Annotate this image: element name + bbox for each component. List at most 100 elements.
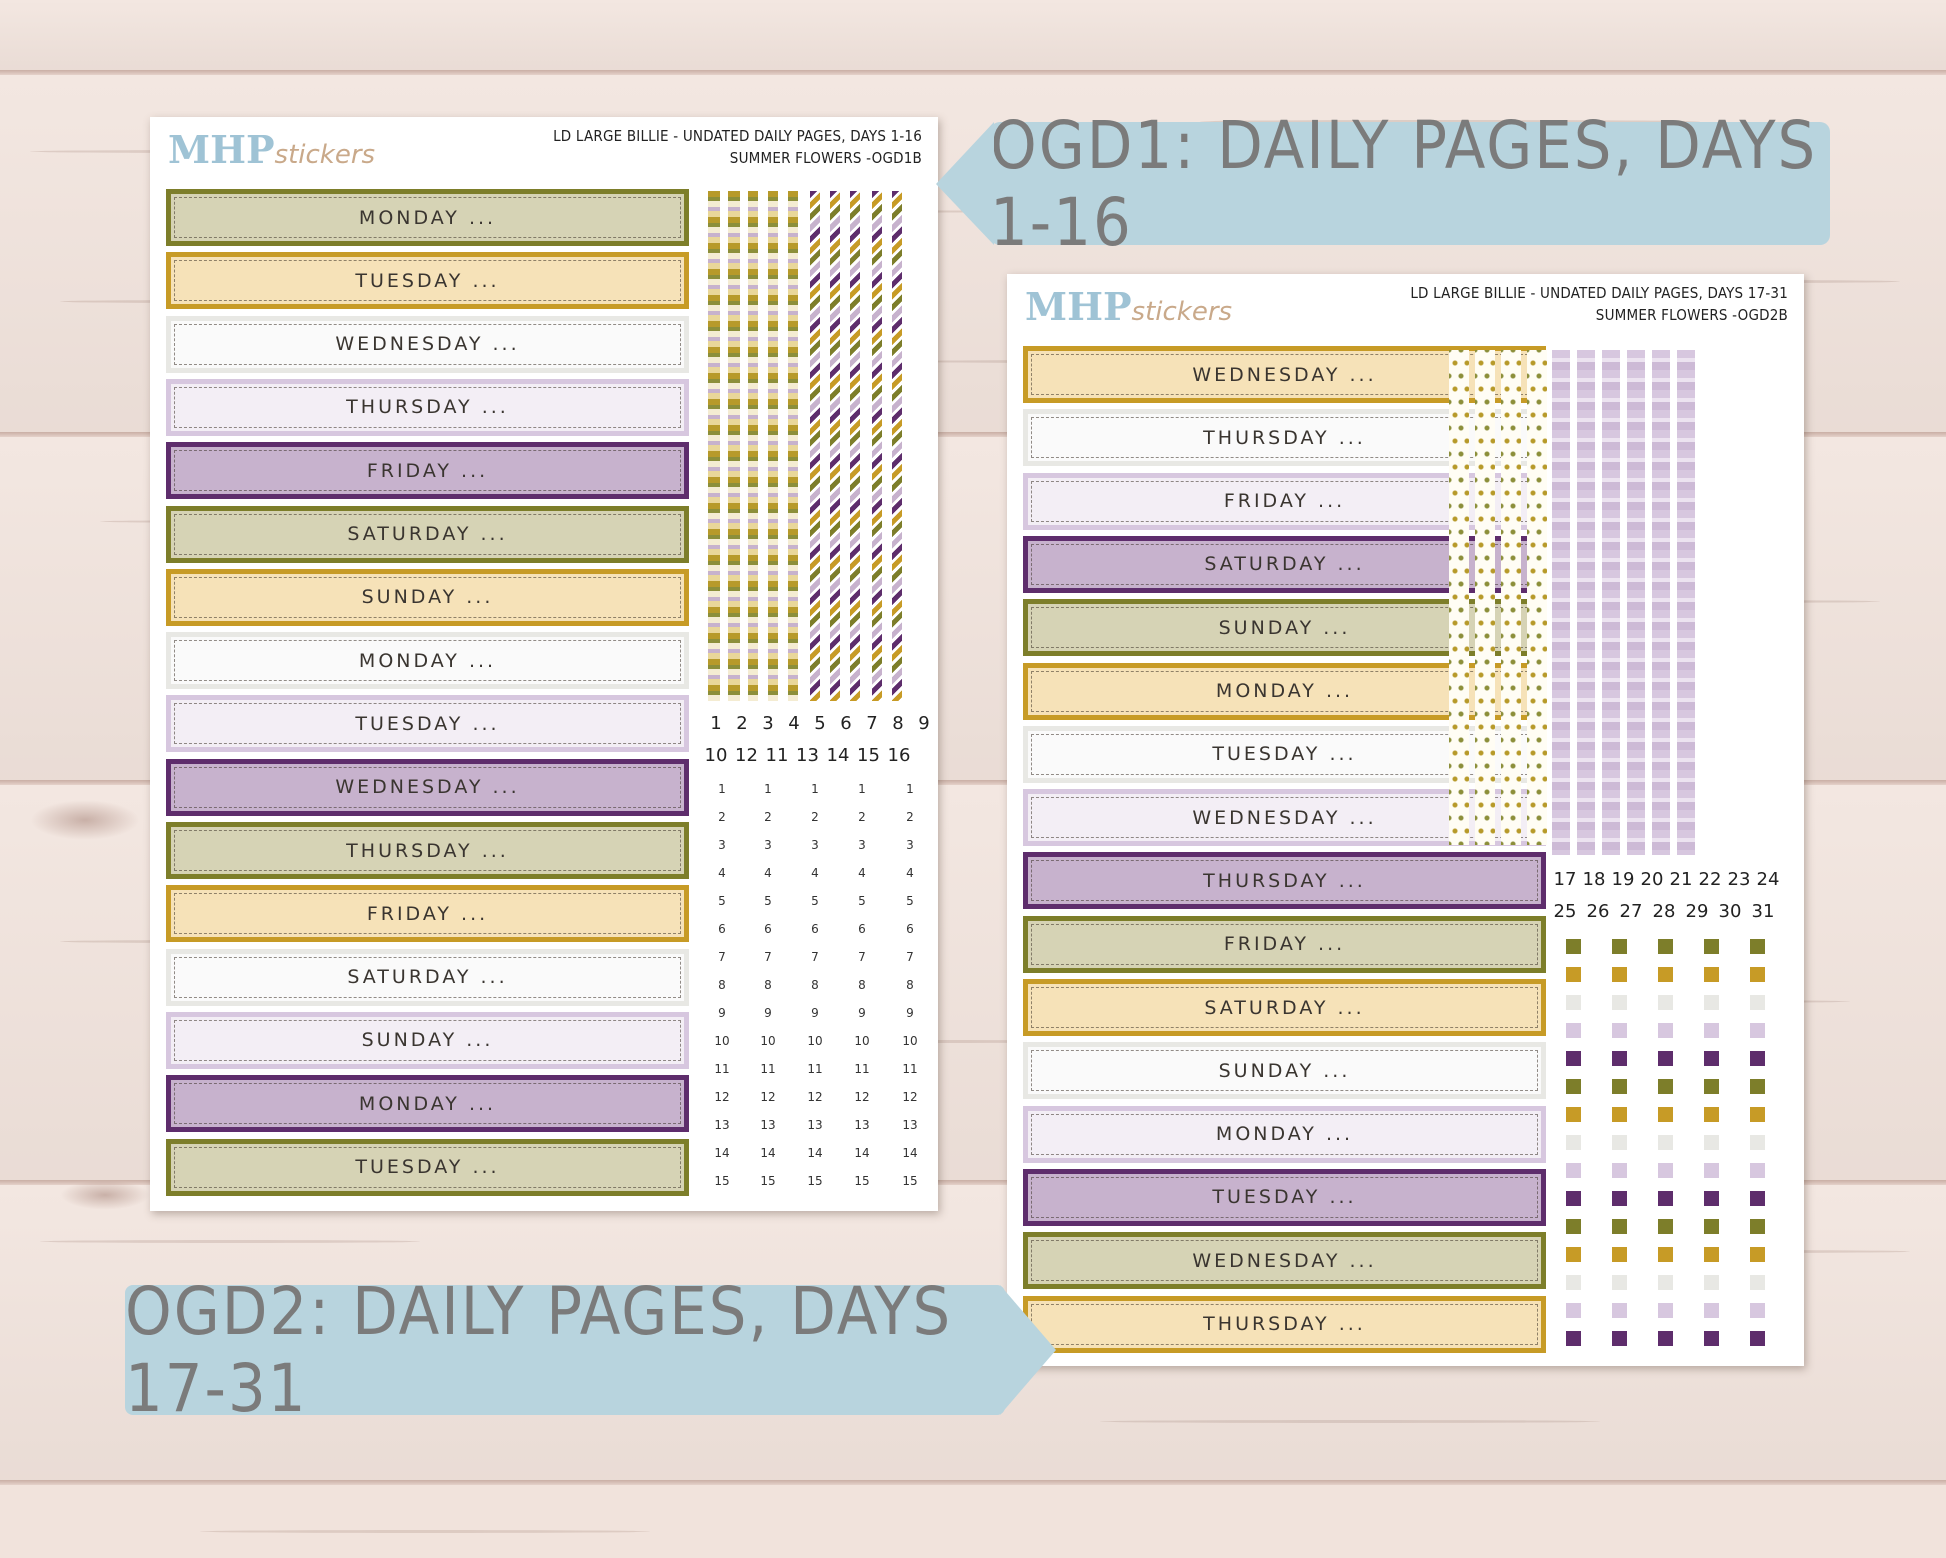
small-number: 2 [858, 810, 866, 824]
small-number: 10 [807, 1034, 823, 1048]
washi-strip [892, 191, 902, 701]
small-number: 4 [858, 866, 866, 880]
small-number: 8 [858, 978, 866, 992]
small-number: 9 [764, 1006, 772, 1020]
checkbox-square [1750, 939, 1765, 954]
banner-ogd1-arrow [936, 122, 994, 245]
checkbox-square [1612, 939, 1627, 954]
small-number: 10 [714, 1034, 730, 1048]
checkbox-square [1658, 967, 1673, 982]
date-number: 10 [704, 745, 728, 766]
checkbox-square [1704, 1191, 1719, 1206]
date-number: 31 [1751, 901, 1775, 922]
checkbox-square [1566, 1219, 1581, 1234]
day-label-sticker: MONDAY ... [166, 189, 689, 246]
checkbox-square [1612, 1163, 1627, 1178]
day-label-sticker: SUNDAY ... [1023, 1042, 1546, 1100]
day-label-text: WEDNESDAY ... [1192, 806, 1377, 829]
day-label-sticker: THURSDAY ... [166, 378, 689, 436]
small-number: 15 [902, 1174, 918, 1188]
day-label-text: WEDNESDAY ... [1192, 363, 1377, 386]
checkbox-square [1658, 1051, 1673, 1066]
checkbox-square [1658, 1079, 1673, 1094]
day-label-text: THURSDAY ... [346, 839, 509, 862]
small-number: 12 [807, 1090, 823, 1104]
checkbox-square [1658, 1191, 1673, 1206]
washi-strip [748, 191, 758, 701]
small-number: 3 [764, 838, 772, 852]
dashed-border: WEDNESDAY ... [174, 323, 681, 365]
checkbox-square [1612, 1051, 1627, 1066]
small-number: 4 [764, 866, 772, 880]
small-number: 8 [764, 978, 772, 992]
day-label-sticker: SUNDAY ... [166, 568, 689, 626]
date-number: 17 [1553, 869, 1577, 890]
checkbox-square [1704, 1135, 1719, 1150]
washi-strip [830, 191, 840, 701]
date-number: 1 [710, 713, 722, 734]
small-number: 13 [760, 1118, 776, 1132]
plank-seam [0, 1480, 1946, 1485]
small-number: 11 [760, 1062, 776, 1076]
checkbox-square [1566, 1247, 1581, 1262]
small-number: 15 [714, 1174, 730, 1188]
small-number: 6 [906, 922, 914, 936]
dashed-border: SATURDAY ... [1031, 987, 1538, 1028]
day-label-sticker: THURSDAY ... [166, 822, 689, 879]
day-label-sticker: SATURDAY ... [166, 505, 689, 563]
day-label-text: SUNDAY ... [1218, 1059, 1351, 1082]
dashed-border: FRIDAY ... [174, 450, 681, 492]
small-number: 7 [764, 950, 772, 964]
small-number: 5 [718, 894, 726, 908]
small-number: 2 [764, 810, 772, 824]
date-number: 18 [1582, 869, 1606, 890]
checkbox-square [1566, 1135, 1581, 1150]
checkbox-square [1658, 1303, 1673, 1318]
day-label-text: THURSDAY ... [1203, 426, 1366, 449]
dashed-border: MONDAY ... [174, 640, 681, 682]
checkbox-square [1566, 1303, 1581, 1318]
banner-ogd2-text: OGD2: DAILY PAGES, DAYS 17-31 [125, 1273, 953, 1427]
day-label-sticker: FRIDAY ... [166, 442, 689, 500]
banner-ogd1-text: OGD1: DAILY PAGES, DAYS 1-16 [990, 106, 1818, 261]
checkbox-square [1612, 1191, 1627, 1206]
checkbox-square [1566, 1023, 1581, 1038]
small-number: 6 [858, 922, 866, 936]
checkbox-square [1658, 1331, 1673, 1346]
date-number: 28 [1652, 901, 1676, 922]
checkbox-square [1566, 967, 1581, 982]
small-number: 6 [718, 922, 726, 936]
checkbox-square [1750, 967, 1765, 982]
day-label-text: WEDNESDAY ... [335, 333, 520, 356]
washi-strip [810, 191, 820, 701]
checkbox-square [1704, 1163, 1719, 1178]
day-label-sticker: MONDAY ... [166, 1075, 689, 1133]
day-label-text: FRIDAY ... [366, 459, 489, 482]
small-number: 12 [714, 1090, 730, 1104]
dashed-border: WEDNESDAY ... [1031, 1240, 1538, 1282]
date-number: 6 [840, 713, 852, 734]
small-number: 13 [807, 1118, 823, 1132]
small-number: 2 [718, 810, 726, 824]
day-label-text: WEDNESDAY ... [1192, 1249, 1377, 1272]
date-number: 23 [1727, 869, 1751, 890]
small-number: 11 [854, 1062, 870, 1076]
day-label-text: MONDAY ... [1215, 1123, 1354, 1146]
plank-seam [0, 432, 1946, 437]
day-label-text: SATURDAY ... [1204, 996, 1365, 1019]
washi-strip [1677, 350, 1695, 855]
checkbox-square [1658, 1219, 1673, 1234]
wood-knot [30, 800, 140, 840]
small-number: 10 [854, 1034, 870, 1048]
wood-grain [40, 1240, 420, 1243]
dashed-border: MONDAY ... [1031, 1113, 1538, 1155]
dashed-border: WEDNESDAY ... [174, 766, 681, 808]
banner-ogd2-arrow [1000, 1285, 1056, 1415]
date-number: 14 [826, 745, 850, 766]
dashed-border: SATURDAY ... [174, 956, 681, 998]
small-number: 13 [902, 1118, 918, 1132]
day-label-text: WEDNESDAY ... [335, 776, 520, 799]
small-number: 12 [760, 1090, 776, 1104]
small-number: 7 [906, 950, 914, 964]
sheet-title-line1: LD LARGE BILLIE - UNDATED DAILY PAGES, D… [553, 127, 922, 145]
